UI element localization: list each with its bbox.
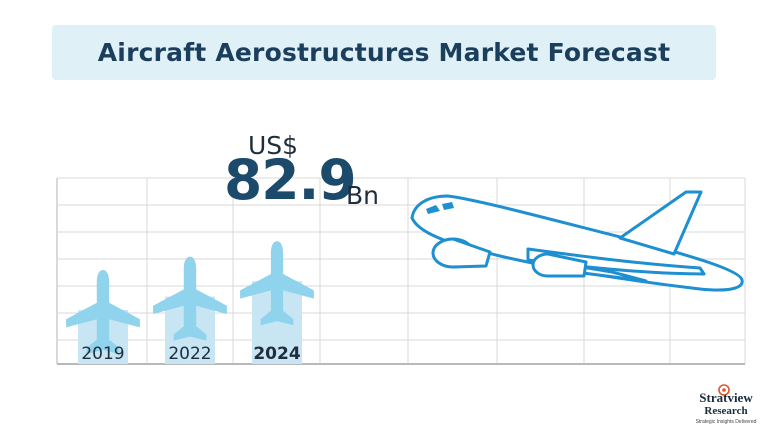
- logo-tagline: Strategic Insights Delivered: [695, 419, 757, 425]
- value-unit: Bn: [346, 181, 379, 210]
- cockpit-windows: [426, 202, 454, 214]
- airplane-icon: [240, 241, 314, 326]
- logo-research: Research: [704, 405, 748, 417]
- logo-brand: Stratview: [699, 390, 753, 405]
- value-currency: US$: [248, 131, 299, 160]
- x-tick-label: 2024: [253, 344, 300, 364]
- page-title: Aircraft Aerostructures Market Forecast: [97, 38, 671, 67]
- airplane-icon: [66, 270, 140, 355]
- value-number: 82.9: [224, 148, 357, 212]
- title-banner: Aircraft Aerostructures Market Forecast: [52, 25, 716, 80]
- logo-mark-icon: [718, 384, 730, 396]
- airplane-icon: [153, 256, 227, 341]
- stratview-logo: Stratview Research Strategic Insights De…: [686, 384, 766, 430]
- x-tick-label: 2022: [168, 344, 211, 364]
- airplane-outline-illustration: [410, 190, 744, 292]
- chart-tick-labels: 2019 2022 2024: [81, 344, 300, 364]
- chart-bars: [66, 241, 314, 364]
- x-tick-label: 2019: [81, 344, 124, 364]
